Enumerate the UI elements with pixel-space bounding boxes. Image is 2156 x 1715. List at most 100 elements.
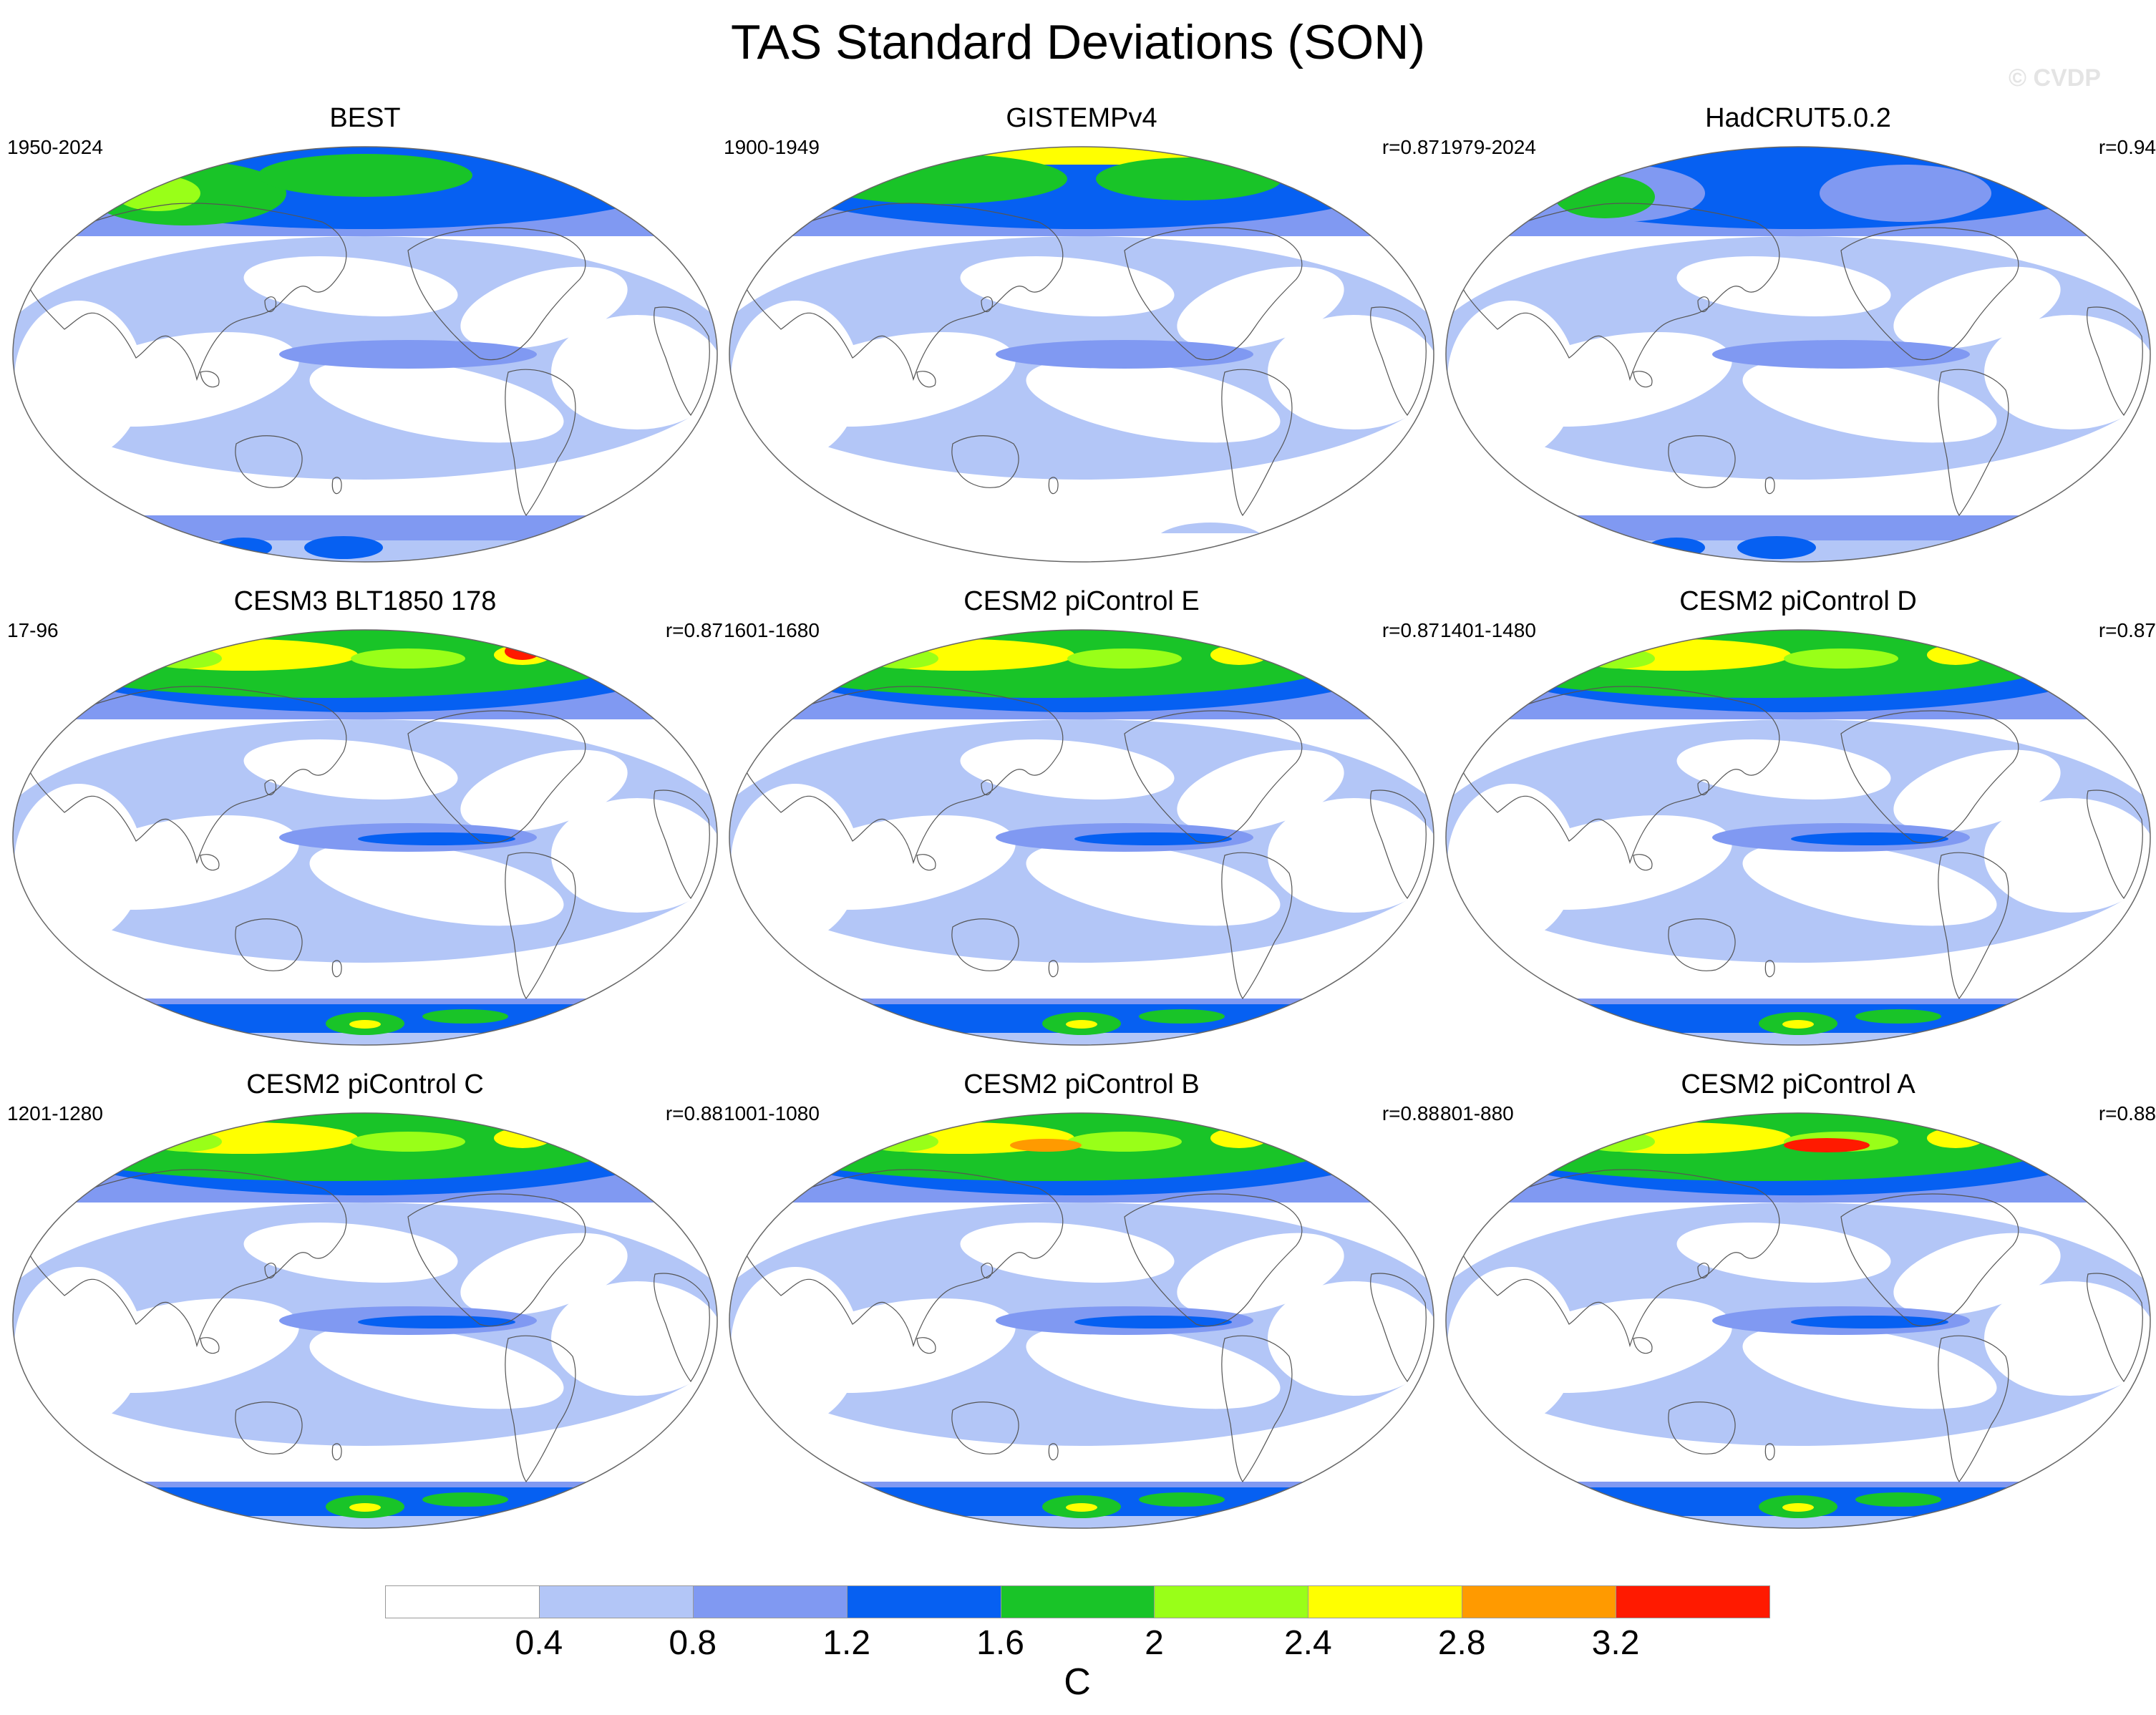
coastline [951,918,1019,971]
coastline [1124,710,1303,844]
field-region [460,266,628,349]
coastline [981,1263,994,1279]
colorbar-tick-label: 3.2 [1591,1624,1640,1662]
panel-title: CESM2 piControl B [963,1069,1200,1099]
colorbar-unit-label: C [1064,1661,1091,1703]
panel-period: 1900-1949 [724,136,820,158]
colorbar-tick-label: 2.4 [1283,1624,1332,1662]
coastline [1840,710,2019,844]
enso-band [996,340,1253,369]
map-panel-gistempv4: GISTEMPv4 1900-1949 r=0.87 [724,100,1439,565]
colorbar-swatch [1462,1585,1617,1618]
map-panel-hadcrut: HadCRUT5.0.2 1979-2024 r=0.94 [1440,100,2156,565]
field-region [1893,749,2061,832]
field-region [14,784,143,941]
coastline [1764,960,1775,978]
coastline [1221,369,1293,517]
field-region [351,648,465,669]
coastline [1764,1443,1775,1461]
field-region [1927,1128,1984,1148]
field-region [304,536,383,559]
figure-title: TAS Standard Deviations (SON) [731,15,1425,69]
field-region [1268,315,1434,429]
field-region [1984,1281,2150,1396]
coastline [1048,960,1059,978]
field-region [1066,1020,1097,1029]
field-region [1067,1132,1182,1152]
coastline [1048,1443,1059,1461]
field-region [349,1020,381,1029]
panel-period: 1950-2024 [7,136,103,158]
robinson-map [12,629,718,1046]
colorbar-tick-label: 2 [1145,1624,1164,1662]
robinson-map [1445,1112,2151,1529]
coastline [1124,1193,1303,1327]
map-frame [729,1112,1434,1529]
panel-period: 1401-1480 [1440,619,1536,641]
field-region [1139,1492,1225,1507]
panel-correlation: r=0.87 [1382,619,1439,641]
map-panel-cesm2-picontrol-b: CESM2 piControl B 1001-1080 r=0.88 [724,1067,1439,1532]
coastline [200,854,220,871]
coastlines [744,203,1427,517]
panel-correlation: r=0.88 [2098,1102,2156,1124]
field-region [551,798,717,913]
colorbar-swatch [846,1585,1001,1618]
field-region [1447,1267,1576,1424]
colorbar-tick-label: 1.2 [822,1624,871,1662]
coastline [407,710,586,844]
field-region [960,739,1175,800]
coastline [1461,686,1780,865]
field-region [851,1132,883,1144]
coastline [264,779,277,796]
field-region [1676,256,1891,316]
colorbar [385,1585,1770,1618]
field-region [1066,1503,1097,1512]
field-region [1893,266,2061,349]
field-region [14,301,143,458]
field-layers [729,1113,1434,1528]
coastline [200,1337,220,1354]
coastline [654,1273,710,1383]
coastline [1668,435,1736,488]
coastline [1048,477,1059,495]
colorbar-swatch [1308,1585,1463,1618]
field-region [1268,1281,1434,1396]
field-region [1177,266,1344,349]
field-region [1737,536,1816,559]
coastline [951,1401,1019,1454]
field-region [422,1492,508,1507]
field-region [1067,648,1182,669]
coastline [981,296,994,313]
field-layers [1446,1113,2150,1528]
enso-band [1074,832,1232,845]
panel-title: CESM3 BLT1850 178 [233,586,497,616]
coastlines [744,1169,1427,1483]
panel-title: BEST [329,103,401,133]
field-region [422,1009,508,1024]
field-region [1676,1223,1891,1283]
coastline [654,790,710,900]
coastlines [28,1169,710,1483]
field-region [1676,739,1891,800]
coastline [505,1335,576,1483]
colorbar-tick-label: 2.8 [1437,1624,1486,1662]
field-region [243,1223,458,1283]
coastline [1938,1335,2009,1483]
field-region [309,359,564,443]
coastlines [1461,686,2143,1000]
coastline [1840,1193,2019,1327]
field-region [1784,1138,1870,1152]
robinson-map [12,1112,718,1529]
field-region [1742,1325,1997,1409]
field-region [135,649,166,661]
coastline [407,1193,586,1327]
robinson-map [1445,629,2151,1046]
field-region [1742,359,1997,443]
field-region [14,1267,143,1424]
coastlines [28,686,710,1000]
field-region [1210,1128,1268,1148]
enso-band [358,832,515,845]
colorbar-tick-label: 1.6 [976,1624,1024,1662]
coastline [331,477,342,495]
